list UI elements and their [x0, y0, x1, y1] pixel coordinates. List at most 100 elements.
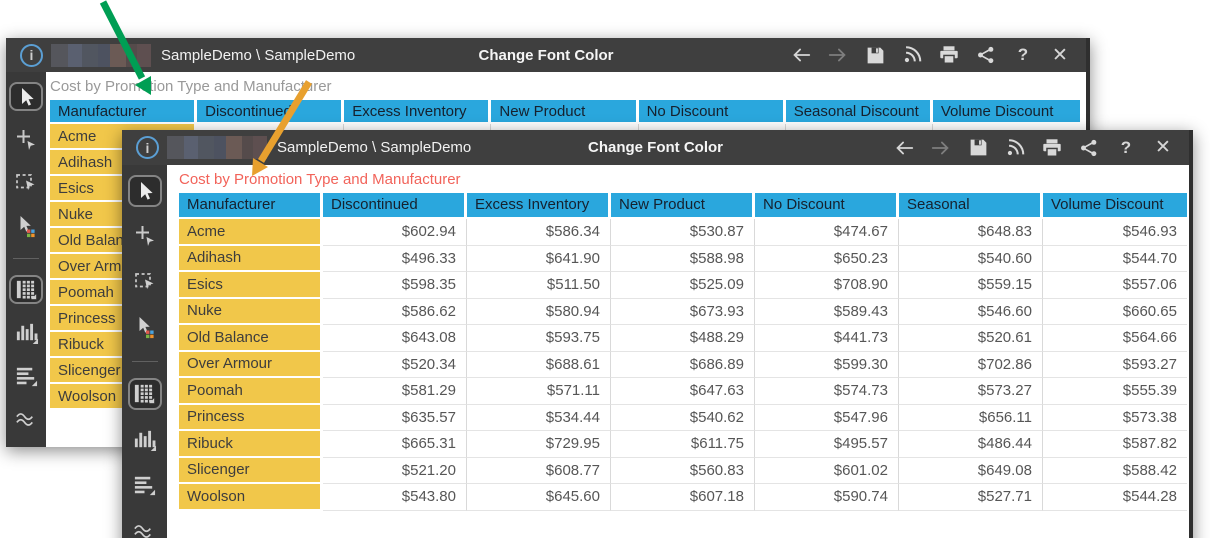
value-cell[interactable]: $647.63 [611, 378, 755, 405]
row-header[interactable]: Esics [179, 272, 323, 299]
value-cell[interactable]: $525.09 [611, 272, 755, 299]
value-cell[interactable]: $441.73 [755, 325, 899, 352]
value-cell[interactable]: $573.38 [1043, 405, 1187, 431]
value-cell[interactable]: $559.15 [899, 272, 1043, 299]
value-cell[interactable]: $474.67 [755, 219, 899, 246]
value-cell[interactable]: $649.08 [899, 457, 1043, 484]
value-cell[interactable]: $488.29 [611, 325, 755, 352]
feed-icon[interactable] [1003, 136, 1027, 160]
value-cell[interactable]: $540.60 [899, 245, 1043, 272]
value-cell[interactable]: $602.94 [323, 219, 467, 246]
save-icon[interactable] [863, 43, 887, 67]
column-header[interactable]: No Discount [638, 100, 786, 124]
value-cell[interactable]: $573.27 [899, 378, 1043, 405]
highlight-pointer-tool[interactable] [128, 312, 162, 343]
text-view-tool[interactable] [128, 469, 162, 500]
feed-icon[interactable] [900, 43, 924, 67]
report-title[interactable]: Cost by Promotion Type and Manufacturer [50, 78, 332, 95]
column-header[interactable]: New Product [491, 100, 639, 124]
print-icon[interactable] [1040, 136, 1064, 160]
column-header[interactable]: Discontinued Product [197, 100, 345, 124]
cursor-tool[interactable] [127, 175, 162, 207]
value-cell[interactable]: $588.42 [1043, 458, 1187, 484]
row-header[interactable]: Acme [179, 219, 323, 246]
value-cell[interactable]: $607.18 [611, 484, 755, 511]
row-header[interactable]: Slicenger [179, 457, 323, 484]
value-cell[interactable]: $645.60 [467, 484, 611, 511]
value-cell[interactable]: $486.44 [899, 431, 1043, 458]
share-icon[interactable] [974, 43, 998, 67]
value-cell[interactable]: $586.62 [323, 298, 467, 325]
value-cell[interactable]: $635.57 [323, 404, 467, 431]
print-icon[interactable] [937, 43, 961, 67]
column-header[interactable]: No Discount [755, 193, 899, 219]
column-header[interactable]: Excess Inventory [344, 100, 492, 124]
forward-arrow-icon[interactable] [826, 43, 850, 67]
column-header[interactable]: Volume Discount [1043, 193, 1187, 219]
value-cell[interactable]: $534.44 [467, 404, 611, 431]
value-cell[interactable]: $593.75 [467, 325, 611, 352]
value-cell[interactable]: $581.29 [323, 378, 467, 405]
row-header[interactable]: Woolson [179, 484, 323, 511]
value-cell[interactable]: $729.95 [467, 431, 611, 458]
column-header[interactable]: Manufacturer [50, 100, 198, 124]
column-header[interactable]: Seasonal Discount [785, 100, 933, 124]
value-cell[interactable]: $580.94 [467, 298, 611, 325]
value-cell[interactable]: $588.98 [611, 245, 755, 272]
value-cell[interactable]: $673.93 [611, 298, 755, 325]
titlebar[interactable]: i SampleDemo \ SampleDemo Change Font Co… [122, 130, 1189, 165]
row-header[interactable]: Old Balance [179, 325, 323, 352]
value-cell[interactable]: $527.71 [899, 484, 1043, 511]
value-cell[interactable]: $520.61 [899, 325, 1043, 352]
column-header[interactable]: Excess Inventory [467, 193, 611, 219]
column-header[interactable]: New Product [611, 193, 755, 219]
info-icon[interactable]: i [136, 136, 159, 159]
value-cell[interactable]: $555.39 [1043, 378, 1187, 405]
text-view-tool[interactable] [9, 361, 43, 390]
value-cell[interactable]: $520.34 [323, 351, 467, 378]
marquee-select-tool[interactable] [128, 266, 162, 297]
row-header[interactable]: Ribuck [179, 431, 323, 458]
value-cell[interactable]: $611.75 [611, 431, 755, 458]
value-cell[interactable]: $587.82 [1043, 431, 1187, 458]
back-arrow-icon[interactable] [789, 43, 813, 67]
value-cell[interactable]: $557.06 [1043, 272, 1187, 299]
share-icon[interactable] [1077, 136, 1101, 160]
value-cell[interactable]: $665.31 [323, 431, 467, 458]
value-cell[interactable]: $708.90 [755, 272, 899, 299]
value-cell[interactable]: $496.33 [323, 245, 467, 272]
value-cell[interactable]: $547.96 [755, 404, 899, 431]
value-cell[interactable]: $598.35 [323, 272, 467, 299]
value-cell[interactable]: $702.86 [899, 351, 1043, 378]
info-icon[interactable]: i [20, 43, 43, 67]
save-icon[interactable] [966, 136, 990, 160]
value-cell[interactable]: $589.43 [755, 298, 899, 325]
value-cell[interactable]: $560.83 [611, 457, 755, 484]
grid-view-tool[interactable] [9, 274, 43, 305]
forward-arrow-icon[interactable] [929, 136, 953, 160]
value-cell[interactable]: $648.83 [899, 219, 1043, 246]
close-icon[interactable]: ✕ [1052, 44, 1068, 66]
value-cell[interactable]: $571.11 [467, 378, 611, 405]
value-cell[interactable]: $608.77 [467, 457, 611, 484]
value-cell[interactable]: $543.80 [323, 484, 467, 511]
close-icon[interactable]: ✕ [1155, 137, 1171, 158]
back-arrow-icon[interactable] [892, 136, 916, 160]
value-cell[interactable]: $574.73 [755, 378, 899, 405]
row-header[interactable]: Nuke [179, 298, 323, 325]
value-cell[interactable]: $656.11 [899, 404, 1043, 431]
grid-view-tool[interactable] [127, 377, 162, 410]
wave-view-tool[interactable] [128, 515, 162, 538]
value-cell[interactable]: $593.27 [1043, 352, 1187, 378]
value-cell[interactable]: $564.66 [1043, 325, 1187, 352]
highlight-pointer-tool[interactable] [9, 211, 43, 240]
column-header[interactable]: Discontinued Product [323, 193, 467, 219]
value-cell[interactable]: $530.87 [611, 219, 755, 246]
help-icon[interactable]: ? [1120, 137, 1132, 157]
row-header[interactable]: Princess [179, 404, 323, 431]
value-cell[interactable]: $540.62 [611, 404, 755, 431]
add-pointer-tool[interactable] [9, 125, 43, 154]
bar-chart-view-tool[interactable] [128, 424, 162, 455]
value-cell[interactable]: $511.50 [467, 272, 611, 299]
column-header[interactable]: Seasonal Discount [899, 193, 1043, 219]
